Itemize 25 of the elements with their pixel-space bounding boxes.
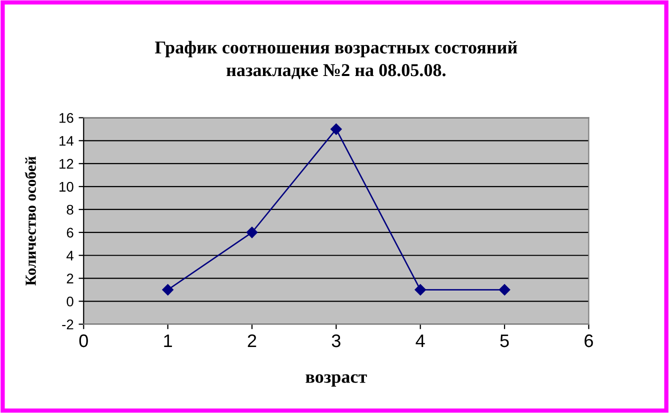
y-tick-label: 16: [60, 113, 74, 123]
y-tick-label: 12: [60, 158, 74, 169]
x-axis-title: возраст: [306, 374, 367, 387]
y-tick-label: 4: [66, 250, 74, 260]
y-tick-label: 6: [66, 228, 74, 238]
point: [330, 124, 342, 135]
point: [414, 284, 426, 296]
y-axis-title: Количество особей: [24, 156, 36, 286]
x-tick-label: 3: [332, 334, 340, 348]
x-tick-label: 0: [79, 334, 88, 348]
point: [498, 284, 510, 296]
x-tick-label: 5: [500, 334, 509, 348]
y-tick-label: 8: [66, 204, 74, 215]
x-tick-label: 6: [584, 334, 593, 348]
y-tick-label: 14: [60, 136, 74, 146]
x-tick-label: 2: [248, 334, 256, 348]
chart-title: График соотношения возрастных состояний назакладке №2 на 08.05.08.: [155, 40, 518, 80]
x-tick-label: 1: [164, 334, 172, 348]
y-tick-label: 0: [66, 296, 74, 306]
y-tick-label: 10: [60, 182, 74, 192]
x-tick-label: 4: [416, 334, 425, 348]
point: [246, 226, 258, 238]
y-tick-label: 2: [66, 274, 74, 284]
y-tick-label: -2: [62, 320, 74, 330]
point: [162, 284, 174, 296]
